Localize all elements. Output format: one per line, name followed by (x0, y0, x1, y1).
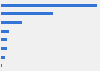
Bar (1, 47, 7, 50)
Bar (1, 56, 6, 59)
Bar (1, 4, 97, 7)
Bar (1, 38, 7, 41)
Bar (1, 64, 2, 67)
Bar (1, 21, 22, 24)
Bar (1, 30, 9, 33)
Bar (1, 12, 53, 15)
